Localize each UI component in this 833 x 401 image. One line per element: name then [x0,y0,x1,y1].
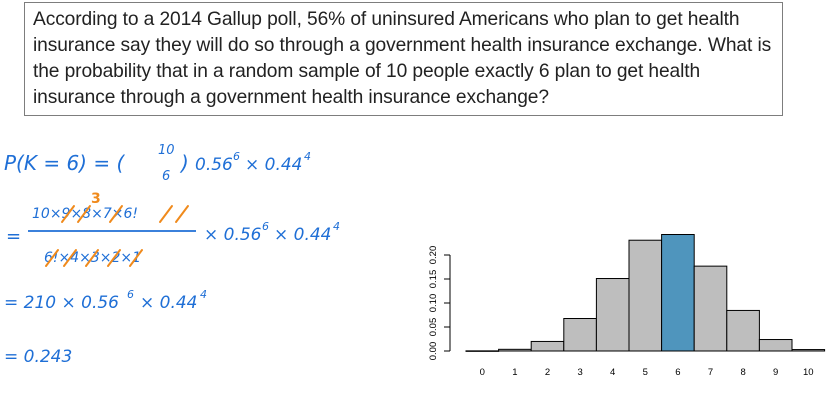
work-line1-times: × 0.44 [245,155,303,175]
cancel-note: 3 [91,191,101,207]
handwritten-work: P(K = 6) = ( 10 6 ) 0.56 6 × 0.44 4 = 10… [4,143,340,367]
x-tick-label: 2 [545,367,550,378]
work-line3-exp2: 4 [200,288,207,301]
x-tick-label: 3 [577,367,582,378]
x-axis-labels: 0 1 2 3 4 5 6 7 8 9 10 [480,367,814,378]
bar-7 [693,265,728,352]
bar-1 [498,348,532,352]
x-tick-label: 5 [643,367,648,378]
y-tick-label: 0.10 [428,294,439,313]
bar-2 [530,340,565,352]
work-line3-text: = 210 × 0.56 [4,293,119,313]
work-line4-text: = 0.243 [4,347,72,367]
work-line3-exp1: 6 [127,288,134,301]
work-line1-exp1: 6 [233,150,240,163]
question-box: According to a 2014 Gallup poll, 56% of … [24,2,783,116]
x-tick-label: 0 [480,367,485,378]
work-line1-lhs: P(K = 6) = ( [4,151,125,175]
bar-8 [726,309,760,352]
bar-3 [563,318,597,352]
bar-0 [465,350,500,352]
bar-10 [791,349,826,352]
work-line1-mid: 0.56 [195,155,233,175]
x-tick-label: 1 [512,367,517,378]
x-tick-label: 9 [773,367,778,378]
work-line2-exp2: 4 [333,220,340,233]
question-text: According to a 2014 Gallup poll, 56% of … [33,9,772,108]
x-tick-label: 6 [675,367,680,378]
work-line2-times: × 0.44 [274,225,332,245]
x-tick-label: 4 [610,367,615,378]
work-line1-close: ) [179,151,189,175]
work-line1-exp2: 4 [304,150,311,163]
work-line2-rest: × 0.56 [204,225,262,245]
work-line2-exp1: 6 [262,220,269,233]
work-line3-times: × 0.44 [140,293,198,313]
bars [465,234,826,352]
work-line1-binom-top: 10 [158,143,175,158]
binomial-chart: 0.00 0.05 0.10 0.15 0.20 0 1 2 3 4 5 6 7 8 9 10 [428,234,826,378]
y-tick-label: 0.00 [428,342,439,361]
y-tick-label: 0.05 [428,318,439,337]
x-tick-label: 7 [708,367,713,378]
work-line1-binom-bottom: 6 [162,169,170,184]
x-tick-label: 10 [803,367,814,378]
y-tick-label: 0.15 [428,270,439,289]
x-tick-label: 8 [740,367,745,378]
cancellation-marks [45,205,189,267]
y-tick-label: 0.20 [428,246,439,265]
bar-4 [595,278,630,352]
y-axis: 0.00 0.05 0.10 0.15 0.20 [428,246,451,361]
bar-6 [661,234,695,352]
bar-9 [758,339,793,352]
work-line2-eq: = [6,226,21,247]
bar-5 [628,239,663,352]
